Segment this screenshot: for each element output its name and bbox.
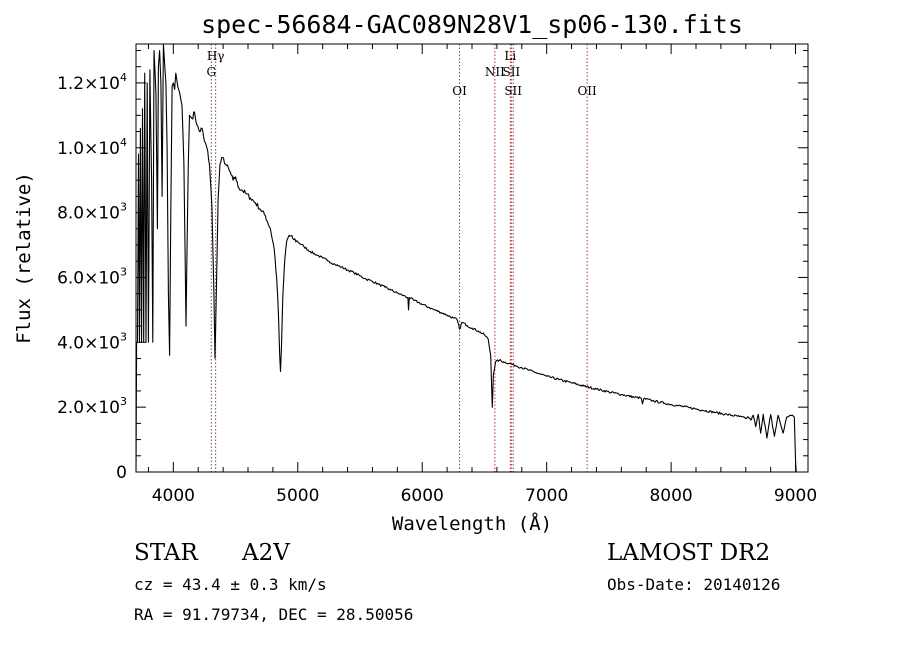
x-tick-label-1: 5000 <box>276 486 319 506</box>
x-tick-label-0: 4000 <box>152 486 195 506</box>
y-tick-label-1: 2.0×103 <box>57 395 127 418</box>
survey-name: LAMOST DR2 <box>607 540 770 566</box>
spectral-line-label-4: Li <box>504 49 516 63</box>
object-subclass: A2V <box>241 540 290 566</box>
spectral-line-label-1: G <box>206 65 216 79</box>
y-tick-label-0: 0 <box>116 463 127 483</box>
spectral-line-label-5: SII <box>502 65 520 79</box>
x-axis-ticks: 4000 5000 6000 7000 8000 9000 <box>147 44 817 506</box>
x-tick-label-4: 8000 <box>649 486 692 506</box>
x-tick-label-5: 9000 <box>774 486 817 506</box>
x-axis-label: Wavelength (Å) <box>392 512 552 535</box>
y-tick-label-4: 8.0×103 <box>57 201 127 224</box>
spectral-line-label-2: OI <box>452 84 467 98</box>
y-tick-label-3: 6.0×103 <box>57 265 127 288</box>
spectral-line-label-6: SII <box>504 84 522 98</box>
redshift-cz: cz = 43.4 ± 0.3 km/s <box>134 575 327 594</box>
x-tick-label-3: 7000 <box>525 486 568 506</box>
y-axis-label: Flux (relative) <box>13 172 35 344</box>
flux-series-line <box>135 43 797 473</box>
spectral-line-label-0: Hγ <box>207 49 225 63</box>
y-tick-label-5: 1.0×104 <box>57 136 127 159</box>
plot-frame <box>135 43 809 473</box>
chart-title: spec-56684-GAC089N28V1_sp06-130.fits <box>201 10 743 39</box>
coordinates: RA = 91.79734, DEC = 28.50056 <box>134 605 413 624</box>
y-axis-ticks: 0 2.0×103 4.0×103 6.0×103 8.0×103 1.0×104 1.2×… <box>57 49 808 483</box>
x-tick-label-2: 6000 <box>401 486 444 506</box>
y-tick-label-6: 1.2×104 <box>57 71 127 94</box>
object-class: STAR <box>134 540 198 566</box>
spectral-line-labels: Hγ G OI NII Li SII SII OII <box>206 49 597 98</box>
spectral-line-label-7: OII <box>577 84 597 98</box>
obs-date: Obs-Date: 20140126 <box>607 575 780 594</box>
y-tick-label-2: 4.0×103 <box>57 330 127 353</box>
spectral-line-markers <box>210 44 588 472</box>
spectral-line-label-3: NII <box>485 65 505 79</box>
